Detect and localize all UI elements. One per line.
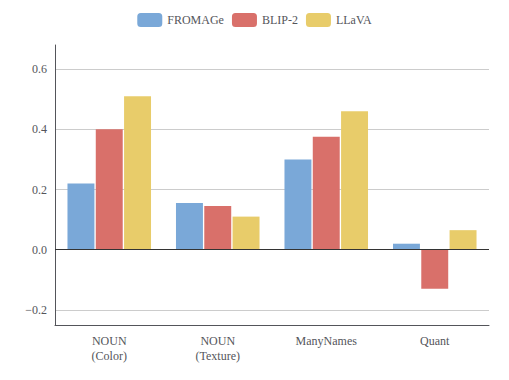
svg-text:FROMAGe: FROMAGe: [167, 13, 224, 27]
svg-text:Quant: Quant: [420, 334, 450, 348]
svg-text:0.0: 0.0: [32, 243, 47, 257]
svg-text:NOUN: NOUN: [92, 334, 127, 348]
svg-text:0.6: 0.6: [32, 62, 47, 76]
svg-text:LLaVA: LLaVA: [336, 13, 372, 27]
svg-text:(Texture): (Texture): [196, 349, 240, 363]
svg-text:−0.2: −0.2: [25, 303, 47, 317]
svg-text:(Color): (Color): [92, 349, 127, 363]
svg-text:NOUN: NOUN: [200, 334, 235, 348]
svg-text:0.4: 0.4: [32, 122, 47, 136]
svg-text:ManyNames: ManyNames: [296, 334, 358, 348]
svg-text:BLIP-2: BLIP-2: [262, 13, 298, 27]
svg-text:0.2: 0.2: [32, 183, 47, 197]
